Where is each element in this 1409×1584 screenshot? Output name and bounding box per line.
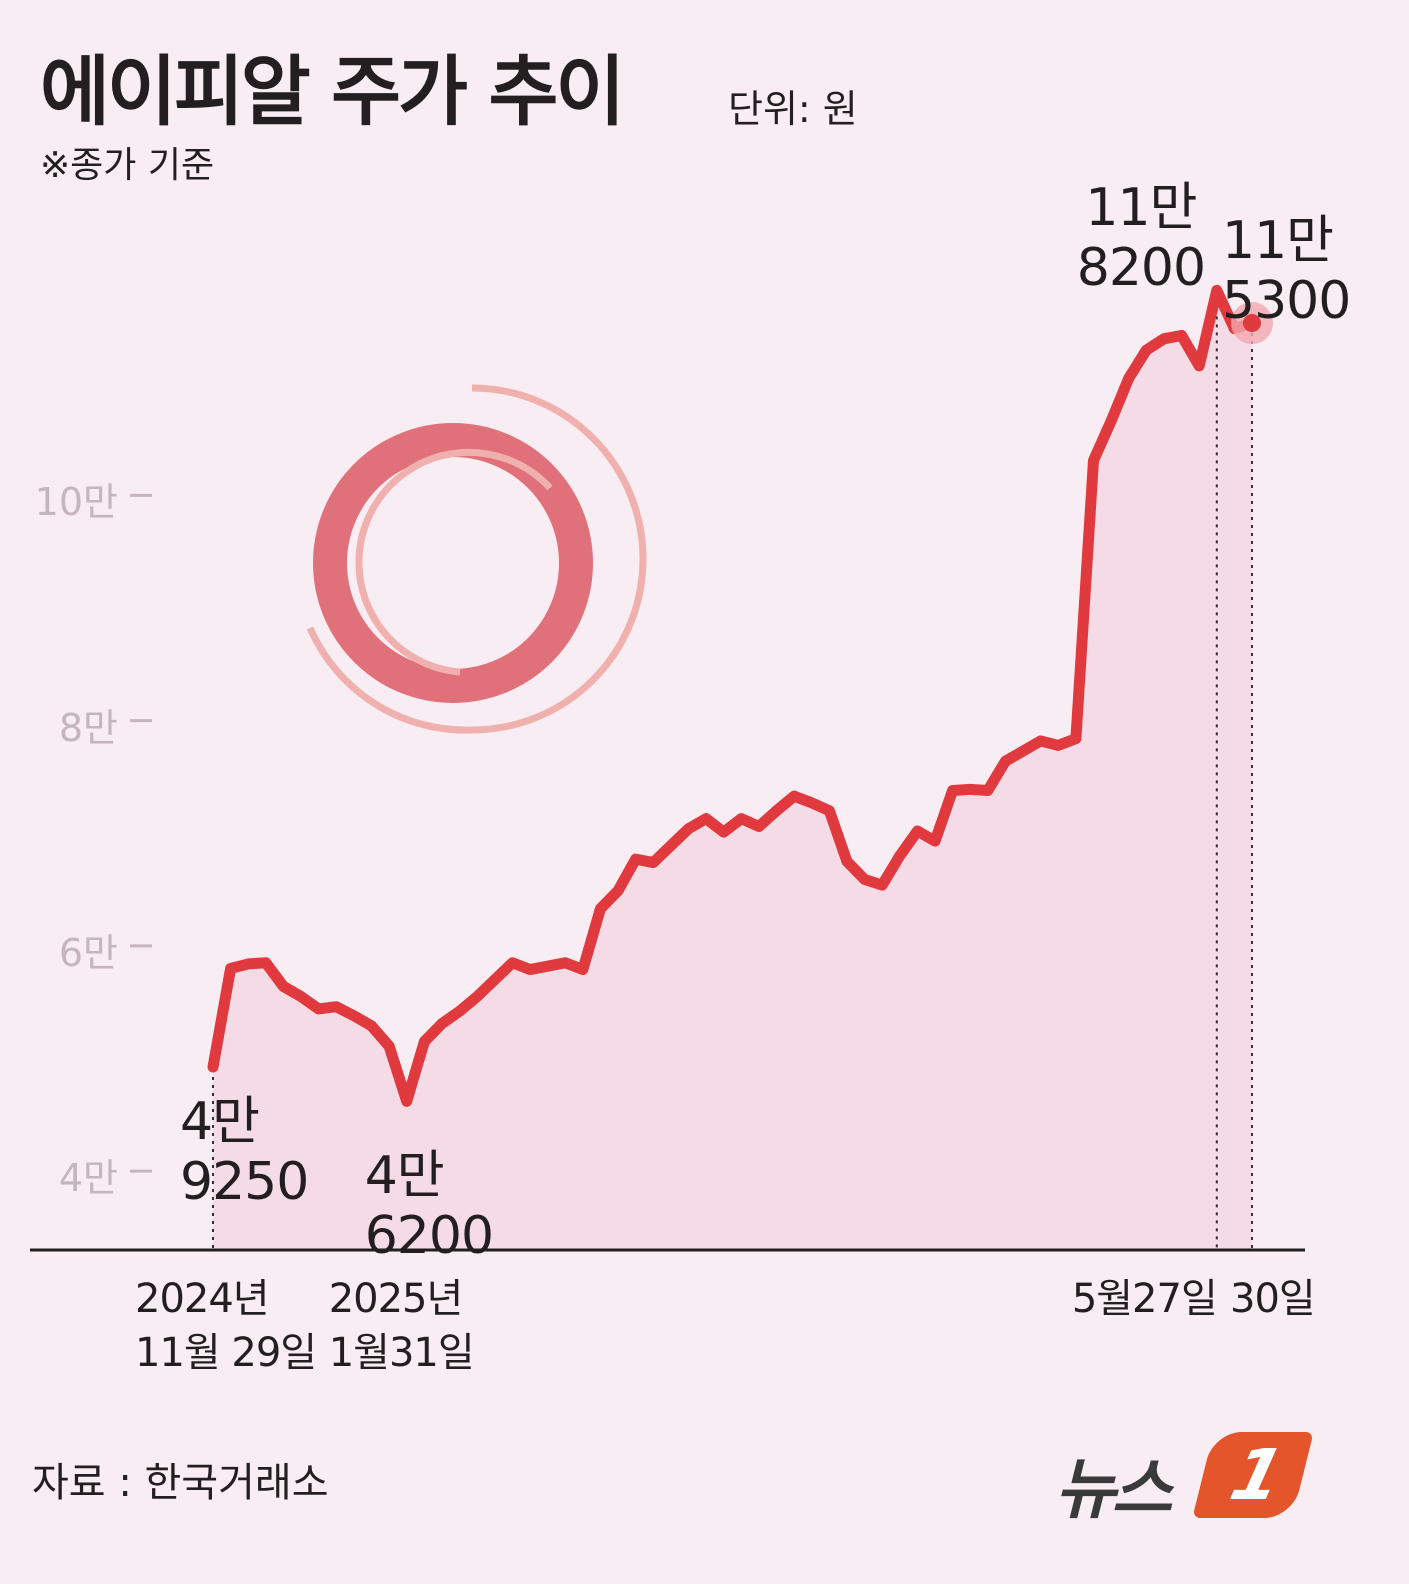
area — [213, 290, 1252, 1251]
value-label: 11만 8200 — [1076, 178, 1206, 299]
y-tick-label: 8만 — [58, 705, 118, 750]
x-tick-label: 5월27일 — [1071, 1276, 1218, 1322]
y-tick-label: 4만 — [58, 1156, 118, 1201]
logo-badge: 1 — [1192, 1432, 1314, 1518]
line — [207, 284, 1258, 1107]
logo: 뉴스 1 — [1055, 1430, 1315, 1530]
y-tick-label: 10만 — [34, 480, 118, 525]
note: ※종가 기준 — [40, 145, 215, 186]
unit-label: 단위: 원 — [728, 87, 858, 131]
y-tick-label: 6만 — [58, 930, 118, 975]
value-label: 11만 5300 — [1222, 211, 1351, 332]
logo-text: 뉴스 — [1055, 1451, 1172, 1528]
x-tick-label: 2024년 11월 29일 — [135, 1276, 317, 1376]
x-tick-label: 2025년 1월31일 — [328, 1276, 475, 1376]
value-label: 4만 6200 — [364, 1146, 494, 1267]
end-point — [1243, 314, 1261, 333]
x-tick-label: 30일 — [1230, 1276, 1316, 1322]
decoration — [306, 384, 647, 734]
chart-title: 에이피알 주가 추이 — [40, 47, 625, 136]
value-label: 4만 9250 — [180, 1091, 309, 1212]
source: 자료 : 한국거래소 — [32, 1460, 329, 1506]
logo-mark: 1 — [1222, 1434, 1292, 1516]
